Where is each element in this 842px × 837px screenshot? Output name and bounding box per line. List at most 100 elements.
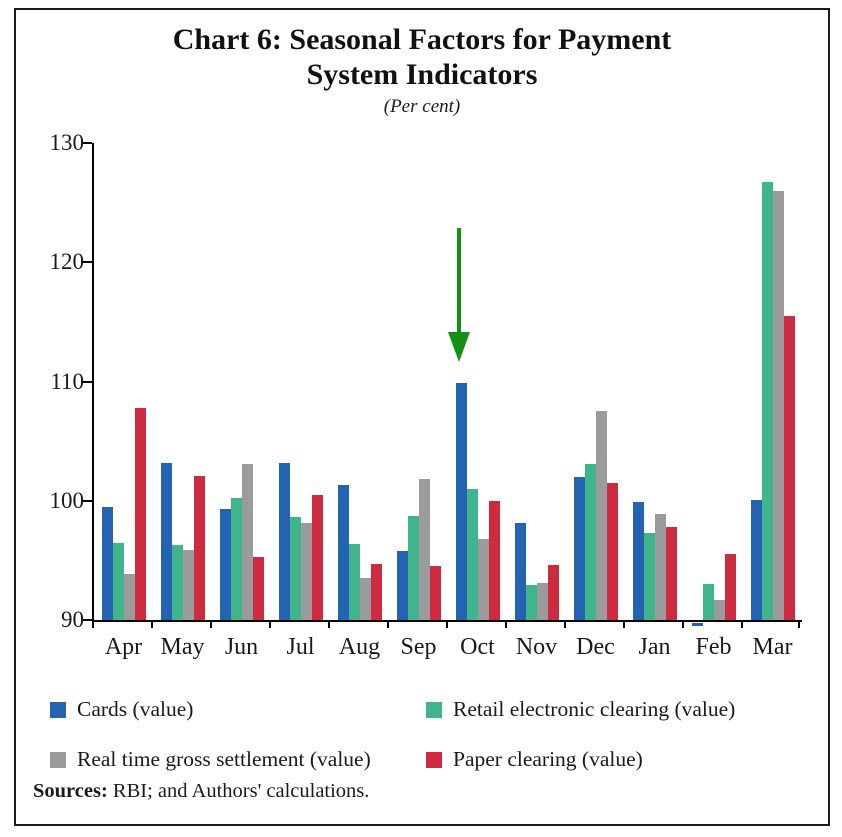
- chart-title: Chart 6: Seasonal Factors for Payment Sy…: [16, 23, 828, 93]
- bar-feb: [691, 622, 703, 627]
- chart-title-line2: System Indicators: [306, 57, 538, 91]
- bar-cluster-may: [153, 143, 212, 620]
- x-tick-mark: [387, 620, 389, 628]
- legend-item: Paper clearing (value): [426, 747, 735, 772]
- bar-mar: [772, 190, 784, 620]
- y-tick-mark: [83, 619, 92, 621]
- bar-clusters: [94, 143, 802, 627]
- bar-cluster-mar: [743, 143, 802, 620]
- x-tick-mark: [623, 620, 625, 628]
- bar-jun: [230, 498, 242, 620]
- y-tick-mark: [83, 142, 92, 144]
- y-tick-label: 100: [49, 487, 85, 513]
- bar-jun: [252, 556, 264, 620]
- x-tick-mark: [505, 620, 507, 628]
- bar-apr: [112, 542, 124, 620]
- x-tick-mark: [682, 620, 684, 628]
- sources-text: RBI; and Authors' calculations.: [107, 780, 370, 802]
- bar-feb: [713, 599, 725, 620]
- x-tick-label-nov: Nov: [515, 634, 558, 660]
- bar-nov: [547, 565, 559, 620]
- legend-label: Cards (value): [77, 697, 194, 721]
- legend-item: Retail electronic clearing (value): [426, 697, 735, 722]
- bar-oct: [488, 500, 500, 620]
- x-tick-label-sep: Sep: [400, 634, 437, 660]
- bar-aug: [348, 543, 360, 620]
- bar-apr: [123, 573, 135, 620]
- bar-sep: [407, 516, 419, 620]
- bar-sep: [396, 550, 408, 620]
- sources-note: Sources: RBI; and Authors' calculations.: [33, 780, 369, 803]
- arrow-head: [448, 332, 470, 362]
- x-tick-label-jan: Jan: [638, 634, 671, 660]
- bar-feb: [702, 584, 714, 620]
- legend-swatch-icon: [426, 701, 442, 718]
- bar-jun: [219, 509, 231, 620]
- x-tick-label-feb: Feb: [695, 634, 732, 660]
- bar-mar: [761, 182, 773, 620]
- bar-oct: [466, 488, 478, 620]
- bar-aug: [337, 485, 349, 620]
- bar-sep: [418, 479, 430, 620]
- x-tick-label-aug: Aug: [338, 634, 381, 660]
- bar-cluster-oct: [448, 143, 507, 620]
- y-tick-mark: [83, 380, 92, 383]
- bar-apr: [101, 506, 113, 620]
- x-tick-label-may: May: [160, 634, 205, 660]
- x-tick-label-oct: Oct: [460, 634, 495, 660]
- bar-cluster-jul: [271, 143, 330, 620]
- x-tick-label-dec: Dec: [576, 634, 615, 660]
- bar-cluster-dec: [566, 143, 625, 620]
- bar-jul: [311, 494, 323, 620]
- bar-cluster-aug: [330, 143, 389, 620]
- x-tick-mark: [210, 620, 212, 628]
- bar-feb: [724, 554, 736, 620]
- x-tick-mark: [564, 620, 566, 628]
- legend: Cards (value) Retail electronic clearing …: [50, 697, 735, 772]
- bar-cluster-sep: [389, 143, 448, 620]
- y-tick-label: 130: [49, 130, 85, 155]
- bar-aug: [370, 564, 382, 620]
- arrow-shaft: [457, 228, 461, 333]
- legend-swatch-icon: [426, 751, 442, 768]
- bar-cluster-apr: [94, 143, 153, 620]
- legend-item: Real time gross settlement (value): [50, 747, 426, 772]
- down-arrow-icon: [448, 228, 470, 362]
- bar-jan: [643, 532, 655, 620]
- x-tick-mark: [446, 620, 448, 628]
- bar-sep: [429, 566, 441, 620]
- bar-mar: [750, 499, 762, 620]
- bar-jul: [300, 523, 312, 620]
- bar-oct: [477, 538, 489, 620]
- chart-canvas: Apr May Jun Jul Aug Sep Oct Nov Dec Jan Feb Mar 90 1…: [16, 10, 828, 824]
- bar-jan: [632, 501, 644, 620]
- x-tick-mark: [92, 620, 94, 628]
- bar-may: [182, 549, 194, 620]
- bar-jul: [278, 462, 290, 620]
- bar-jul: [289, 517, 301, 620]
- bar-nov: [525, 585, 537, 620]
- x-tick-mark: [151, 620, 153, 628]
- x-tick-label-apr: Apr: [104, 634, 143, 660]
- chart-title-line1: Chart 6: Seasonal Factors for Payment: [172, 23, 672, 56]
- bar-dec: [584, 463, 596, 620]
- bar-cluster-jun: [212, 143, 271, 620]
- bar-may: [193, 475, 205, 620]
- chart-frame: Chart 6: Seasonal Factors for Payment Sy…: [14, 8, 830, 826]
- bar-aug: [359, 578, 371, 620]
- y-tick-mark: [83, 261, 92, 264]
- x-axis-labels: Apr May Jun Jul Aug Sep Oct Nov Dec Jan Feb Mar: [94, 634, 802, 661]
- legend-label: Retail electronic clearing (value): [453, 697, 736, 721]
- bar-nov: [536, 583, 548, 620]
- bar-cluster-nov: [507, 143, 566, 620]
- legend-swatch-icon: [50, 701, 66, 718]
- chart-subtitle: (Per cent): [383, 95, 461, 117]
- bar-cluster-jan: [625, 143, 684, 620]
- bar-dec: [595, 411, 607, 620]
- bar-dec: [606, 482, 618, 620]
- x-tick-label-jul: Jul: [286, 634, 315, 660]
- bar-mar: [783, 315, 795, 620]
- bar-cluster-feb: [684, 143, 743, 627]
- bar-jan: [665, 527, 677, 620]
- x-tick-label-mar: Mar: [752, 634, 793, 660]
